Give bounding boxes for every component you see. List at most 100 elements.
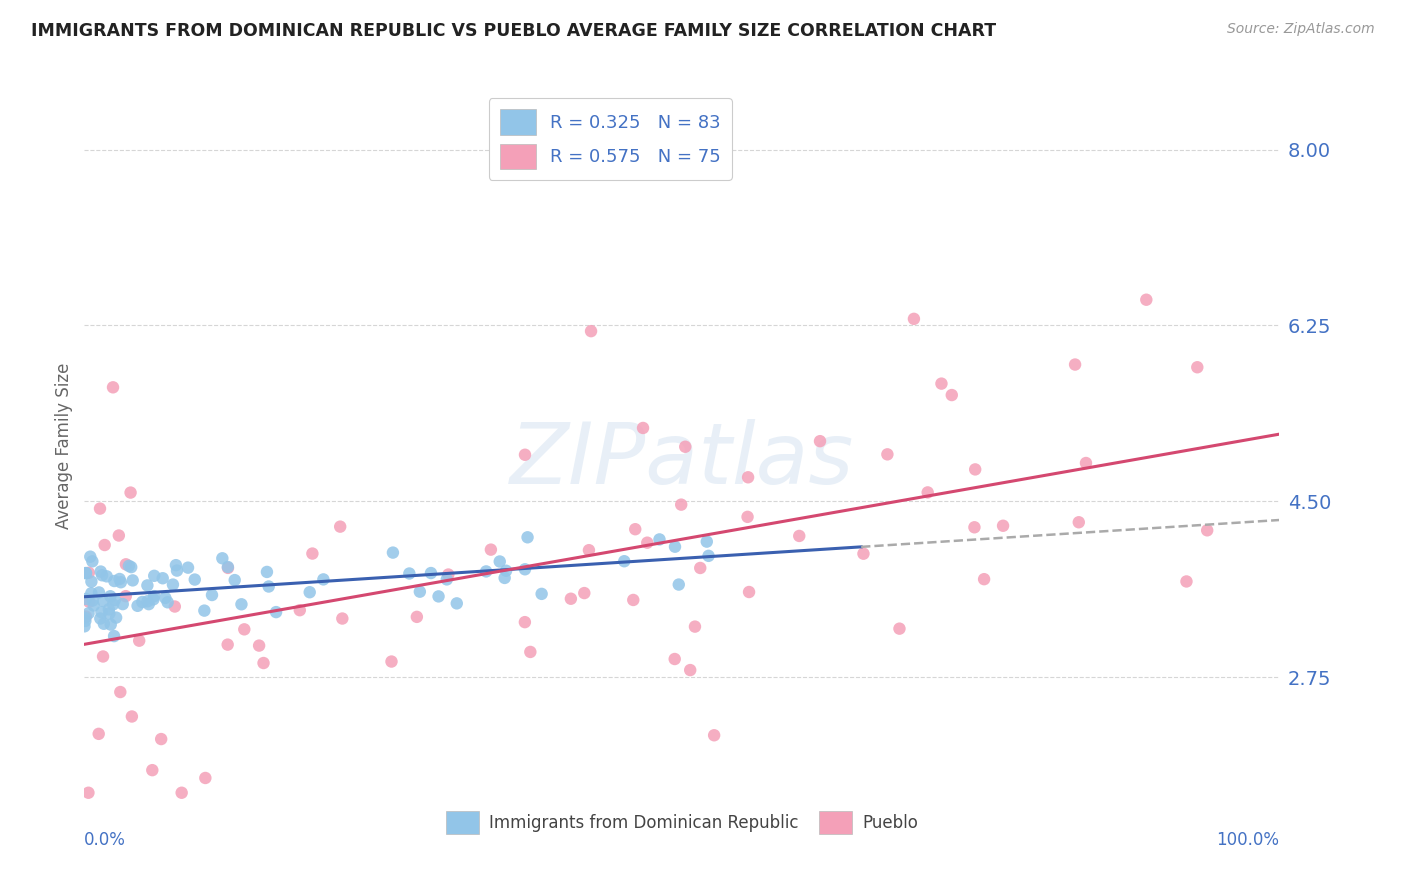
- Point: [93, 538, 115, 552]
- Point: [75, 609, 97, 624]
- Point: [1197, 524, 1219, 538]
- Point: [118, 558, 141, 573]
- Point: [217, 561, 239, 575]
- Point: [689, 561, 711, 575]
- Point: [121, 574, 143, 588]
- Point: [664, 652, 686, 666]
- Point: [217, 638, 239, 652]
- Point: [696, 534, 718, 549]
- Point: [75, 614, 97, 628]
- Point: [941, 388, 963, 402]
- Point: [381, 546, 404, 560]
- Point: [668, 577, 690, 591]
- Point: [697, 549, 720, 563]
- Point: [89, 501, 111, 516]
- Point: [194, 771, 217, 785]
- Point: [141, 763, 163, 777]
- Point: [103, 574, 125, 588]
- Point: [91, 568, 114, 582]
- Point: [87, 727, 110, 741]
- Point: [917, 485, 939, 500]
- Point: [120, 560, 142, 574]
- Point: [136, 578, 159, 592]
- Point: [673, 440, 696, 454]
- Point: [111, 597, 134, 611]
- Point: [165, 558, 187, 573]
- Point: [679, 663, 702, 677]
- Point: [75, 566, 97, 580]
- Point: [519, 645, 541, 659]
- Point: [152, 571, 174, 585]
- Point: [648, 533, 671, 547]
- Point: [495, 564, 517, 578]
- Point: [163, 599, 186, 614]
- Point: [475, 565, 498, 579]
- Point: [104, 593, 127, 607]
- Point: [82, 593, 104, 607]
- Point: [669, 498, 692, 512]
- Point: [301, 547, 323, 561]
- Text: IMMIGRANTS FROM DOMINICAN REPUBLIC VS PUEBLO AVERAGE FAMILY SIZE CORRELATION CHA: IMMIGRANTS FROM DOMINICAN REPUBLIC VS PU…: [31, 22, 995, 40]
- Point: [131, 595, 153, 609]
- Point: [79, 549, 101, 564]
- Point: [80, 574, 103, 589]
- Point: [80, 586, 103, 600]
- Point: [621, 593, 644, 607]
- Point: [128, 633, 150, 648]
- Point: [108, 528, 131, 542]
- Point: [513, 562, 536, 576]
- Point: [217, 560, 239, 574]
- Point: [787, 529, 810, 543]
- Y-axis label: Average Family Size: Average Family Size: [55, 363, 73, 529]
- Text: Source: ZipAtlas.com: Source: ZipAtlas.com: [1227, 22, 1375, 37]
- Point: [211, 551, 233, 566]
- Point: [737, 509, 759, 524]
- Point: [143, 569, 166, 583]
- Point: [142, 592, 165, 607]
- Point: [91, 594, 114, 608]
- Point: [624, 522, 647, 536]
- Point: [298, 585, 321, 599]
- Point: [513, 615, 536, 629]
- Point: [101, 380, 124, 394]
- Point: [73, 611, 96, 625]
- Point: [170, 786, 193, 800]
- Point: [100, 617, 122, 632]
- Point: [143, 589, 166, 603]
- Point: [75, 566, 97, 580]
- Point: [965, 462, 987, 476]
- Point: [1175, 574, 1198, 589]
- Point: [808, 434, 831, 449]
- Point: [138, 597, 160, 611]
- Point: [578, 543, 600, 558]
- Point: [288, 603, 311, 617]
- Point: [513, 448, 536, 462]
- Point: [156, 595, 179, 609]
- Point: [201, 588, 224, 602]
- Point: [380, 655, 402, 669]
- Point: [231, 597, 253, 611]
- Point: [224, 573, 246, 587]
- Point: [108, 572, 131, 586]
- Point: [96, 569, 118, 583]
- Point: [683, 619, 706, 633]
- Point: [409, 584, 432, 599]
- Point: [852, 547, 875, 561]
- Point: [91, 649, 114, 664]
- Point: [931, 376, 953, 391]
- Point: [257, 580, 280, 594]
- Point: [330, 611, 353, 625]
- Point: [973, 572, 995, 586]
- Point: [150, 732, 173, 747]
- Point: [664, 540, 686, 554]
- Point: [73, 619, 96, 633]
- Point: [90, 565, 112, 579]
- Point: [114, 589, 136, 603]
- Point: [991, 518, 1014, 533]
- Point: [110, 575, 132, 590]
- Point: [93, 616, 115, 631]
- Point: [136, 594, 159, 608]
- Point: [162, 577, 184, 591]
- Point: [427, 590, 450, 604]
- Point: [83, 599, 105, 613]
